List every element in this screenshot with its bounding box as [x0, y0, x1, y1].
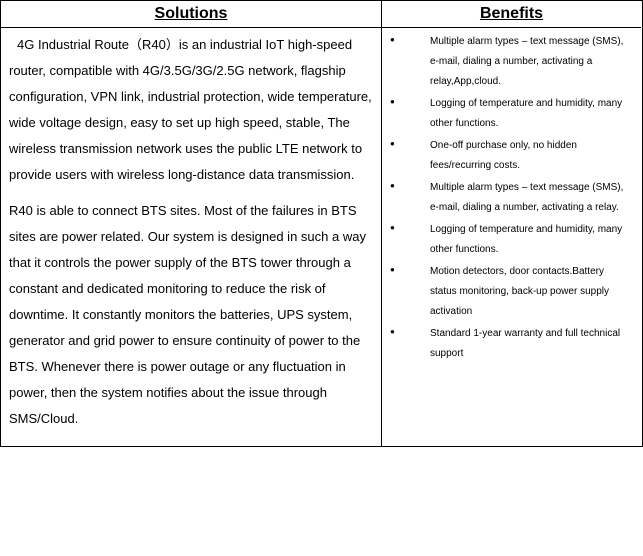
comparison-table: Solutions 4G Industrial Route（R40）is an … [0, 0, 643, 447]
benefit-item: Standard 1-year warranty and full techni… [410, 324, 633, 364]
benefit-item: Logging of temperature and humidity, man… [410, 220, 633, 260]
solutions-content: 4G Industrial Route（R40）is an industrial… [1, 28, 381, 446]
benefit-item: Logging of temperature and humidity, man… [410, 94, 633, 134]
benefit-item: Motion detectors, door contacts.Battery … [410, 262, 633, 322]
solutions-header: Solutions [1, 1, 381, 28]
benefit-item: One-off purchase only, no hidden fees/re… [410, 136, 633, 176]
benefits-header: Benefits [382, 1, 641, 28]
benefit-item: Multiple alarm types – text message (SMS… [410, 178, 633, 218]
benefits-column: Benefits Multiple alarm types – text mes… [382, 1, 641, 446]
solutions-para-1: 4G Industrial Route（R40）is an industrial… [9, 32, 373, 188]
benefit-item: Multiple alarm types – text message (SMS… [410, 32, 633, 92]
benefits-list: Multiple alarm types – text message (SMS… [382, 32, 641, 366]
solutions-para-2: R40 is able to connect BTS sites. Most o… [9, 198, 373, 432]
solutions-column: Solutions 4G Industrial Route（R40）is an … [1, 1, 382, 446]
